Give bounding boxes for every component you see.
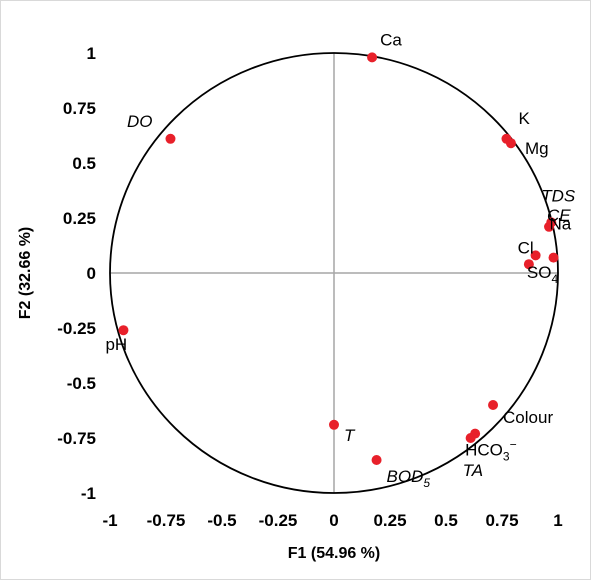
data-label: HCO3− (465, 438, 516, 464)
data-label: Ca (380, 30, 402, 49)
x-tick-label: -0.25 (259, 511, 298, 530)
data-label: CE (547, 206, 571, 225)
data-label: Cl (518, 238, 534, 257)
data-label: K (518, 109, 530, 128)
data-point (165, 133, 176, 144)
x-tick-label: -1 (102, 511, 117, 530)
data-point (367, 52, 378, 63)
x-tick-label: -0.75 (147, 511, 186, 530)
data-label: SO4 (527, 263, 559, 286)
y-tick-label: -0.5 (67, 374, 96, 393)
y-tick-label: -0.75 (57, 429, 96, 448)
data-point (530, 250, 541, 261)
data-label: BOD5 (387, 467, 431, 490)
data-point (523, 259, 534, 270)
data-point (465, 433, 476, 443)
y-axis-title: F2 (32.66 %) (17, 227, 34, 319)
x-tick-label: 0.25 (373, 511, 406, 530)
y-tick-label: 0 (87, 264, 96, 283)
data-label: TA (463, 461, 483, 480)
y-tick-label: -1 (81, 484, 96, 503)
x-tick-label: 0 (329, 511, 338, 530)
data-label: DO (127, 112, 153, 131)
x-tick-label: 0.75 (485, 511, 518, 530)
data-point (488, 400, 499, 410)
unit-circle (109, 52, 559, 494)
y-tick-label: 1 (87, 44, 96, 63)
y-tick-label: -0.25 (57, 319, 96, 338)
data-label: Colour (503, 408, 553, 427)
data-label: TDS (541, 186, 576, 205)
data-point (544, 221, 555, 232)
y-tick-label: 0.5 (72, 154, 96, 173)
x-tick-label: 1 (553, 511, 562, 530)
data-label: T (344, 426, 356, 445)
data-point (548, 252, 559, 263)
x-tick-label: -0.5 (207, 511, 236, 530)
data-point (118, 325, 129, 336)
x-axis-title: F1 (54.96 %) (288, 545, 380, 562)
x-tick-label: 0.5 (434, 511, 458, 530)
data-label: pH (105, 335, 127, 354)
data-label: Na (550, 215, 572, 234)
y-tick-label: 0.75 (63, 99, 96, 118)
data-point (505, 138, 516, 149)
data-label: Mg (525, 139, 549, 158)
data-point (371, 455, 382, 465)
y-tick-label: 0.25 (63, 209, 96, 228)
data-point (329, 419, 339, 430)
